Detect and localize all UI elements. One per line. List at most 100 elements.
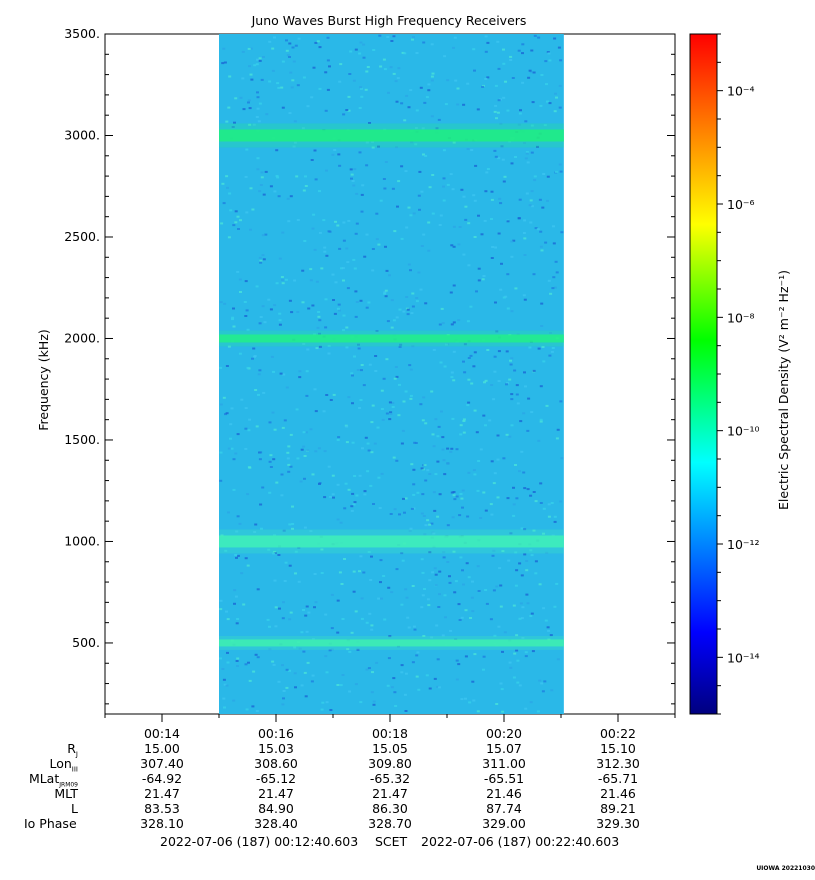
spectrogram-pixel	[536, 145, 539, 148]
spectrogram-pixel	[464, 205, 468, 208]
spectrogram-pixel	[345, 346, 349, 349]
spectrogram-pixel	[297, 37, 301, 40]
spectrogram-pixel	[252, 347, 256, 350]
spectrogram-pixel	[467, 357, 471, 359]
spectrogram-pixel	[282, 601, 285, 604]
spectrogram-pixel	[364, 436, 368, 439]
spectrogram-pixel	[295, 408, 299, 411]
spectrogram-pixel	[389, 66, 393, 69]
spectrogram-pixel	[384, 161, 388, 163]
spectrogram-pixel	[432, 491, 436, 494]
spectrogram-pixel	[342, 239, 346, 242]
spectrogram-pixel	[281, 617, 285, 620]
spectrogram-pixel	[410, 463, 414, 466]
spectrogram-pixel	[529, 199, 533, 202]
spectrogram-pixel	[310, 159, 314, 161]
spectrogram-pixel	[529, 615, 533, 617]
spectrogram-pixel	[380, 389, 384, 392]
spectrogram-pixel	[528, 346, 532, 349]
spectrogram-pixel	[458, 226, 462, 228]
spectrogram-pixel	[358, 52, 362, 55]
spectrogram-pixel	[336, 224, 340, 227]
spectrogram-pixel	[314, 410, 318, 413]
ephemeris-value: 21.47	[144, 786, 180, 801]
spectrogram-pixel	[433, 567, 437, 570]
spectrogram-pixel	[345, 247, 349, 250]
spectrogram-pixel	[294, 550, 298, 553]
spectrogram-pixel	[391, 406, 395, 408]
spectrogram-pixel	[460, 616, 464, 619]
spectrogram-pixel	[528, 204, 532, 207]
spectrogram-pixel	[240, 398, 244, 401]
spectrogram-pixel	[288, 42, 292, 45]
colorbar-tick-label: 10⁻⁴	[727, 84, 755, 99]
spectrogram-pixel	[278, 607, 281, 610]
spectrogram-pixel	[520, 617, 524, 620]
spectrogram-pixel	[230, 447, 234, 450]
spectrogram-pixel	[427, 249, 431, 252]
spectrogram-pixel	[430, 75, 434, 78]
spectrogram-pixel	[277, 195, 281, 198]
ephemeris-value: -65.71	[597, 771, 639, 786]
spectrogram-pixel	[436, 460, 440, 463]
spectrogram-pixel	[543, 680, 547, 683]
spectrogram-pixel	[312, 66, 316, 69]
spectrogram-pixel	[518, 684, 522, 687]
spectrogram-pixel	[346, 648, 350, 651]
spectrogram-pixel	[384, 295, 388, 298]
spectrogram-pixel	[552, 276, 556, 279]
spectrogram-pixel	[526, 161, 530, 164]
spectrogram-pixel	[499, 202, 503, 205]
spectrogram-pixel	[383, 187, 387, 190]
spectrogram-pixel	[409, 214, 413, 217]
spectrogram-pixel	[237, 228, 240, 230]
spectrogram-pixel	[301, 269, 305, 272]
spectrogram-pixel	[427, 89, 431, 92]
spectrogram-pixel	[360, 95, 364, 98]
spectrogram-pixel	[524, 651, 528, 654]
spectrogram-pixel	[318, 345, 322, 348]
spectrogram-pixel	[328, 649, 332, 652]
spectrogram-pixel	[539, 502, 543, 504]
spectrogram-pixel	[225, 175, 229, 178]
spectrogram-pixel	[313, 149, 317, 152]
spectrogram-pixel	[382, 575, 386, 577]
chart-title: Juno Waves Burst High Frequency Receiver…	[251, 13, 527, 28]
spectrogram-pixel	[221, 62, 225, 65]
spectrogram-pixel	[259, 261, 263, 264]
spectrogram-pixel	[224, 413, 227, 416]
spectrogram-pixel	[313, 333, 316, 336]
spectrogram-pixel	[474, 164, 478, 167]
spectrogram-pixel	[490, 257, 494, 259]
spectrogram-pixel	[273, 534, 276, 537]
spectrogram-pixel	[542, 532, 545, 535]
spectrogram-pixel	[257, 393, 260, 396]
spectrogram-pixel	[300, 448, 304, 451]
spectrogram-pixel	[305, 370, 309, 373]
spectrogram-pixel	[446, 524, 450, 527]
spectrogram-pixel	[290, 86, 294, 89]
spectrogram-pixel	[226, 651, 229, 654]
spectrogram-pixel	[261, 234, 265, 237]
spectrogram-pixel	[515, 634, 519, 637]
spectrogram-pixel	[353, 475, 357, 477]
spectrogram-pixel	[347, 109, 351, 112]
spectrogram-pixel	[245, 309, 249, 312]
spectrogram-pixel	[262, 258, 266, 261]
spectrogram-pixel	[466, 515, 470, 518]
spectrogram-pixel	[395, 459, 399, 462]
spectrogram-pixel	[357, 347, 361, 350]
spectrogram-pixel	[515, 569, 519, 572]
spectrogram-pixel	[390, 326, 394, 329]
spectrogram-pixel	[305, 630, 309, 633]
spectrogram-pixel	[472, 194, 476, 197]
spectrogram-pixel	[405, 296, 409, 298]
spectrogram-pixel	[367, 449, 371, 452]
spectrogram-pixel	[510, 393, 514, 396]
spectrogram-pixel	[502, 96, 506, 99]
spectrogram-pixel	[452, 550, 456, 553]
spectrogram-pixel	[550, 502, 554, 504]
spectrogram-pixel	[256, 157, 260, 160]
spectrogram-pixel	[526, 602, 530, 605]
spectrogram-pixel	[383, 291, 387, 294]
